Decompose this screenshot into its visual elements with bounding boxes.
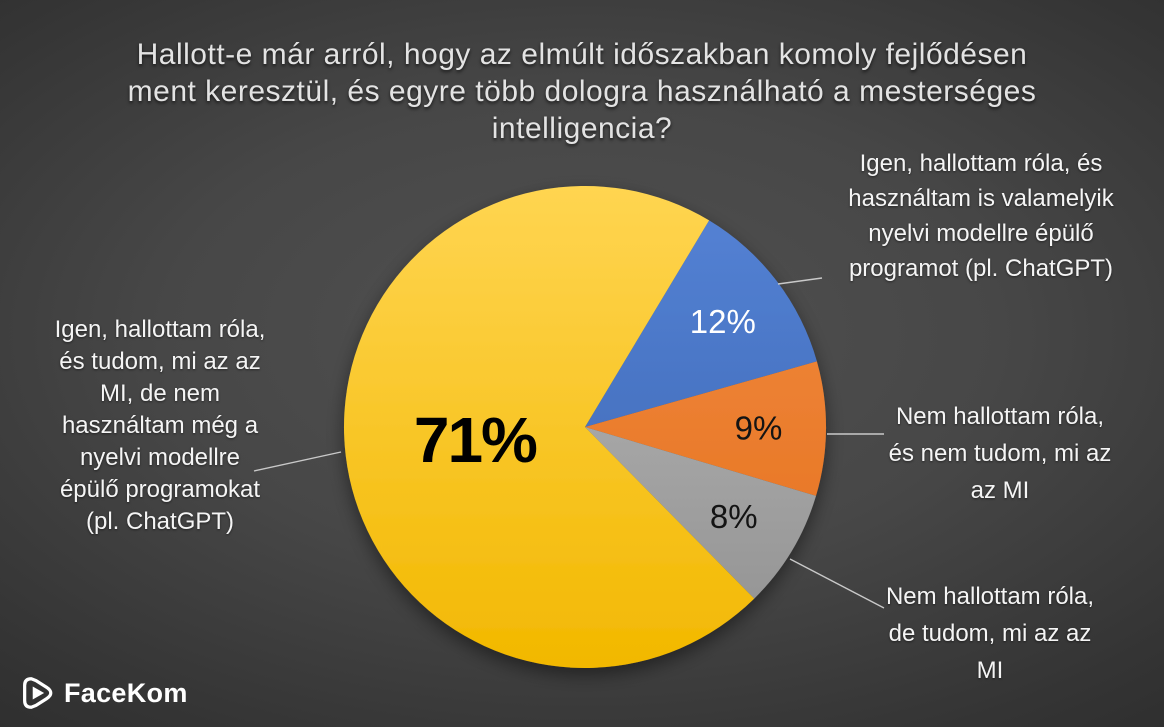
leader-line-heard-and-used — [777, 277, 823, 285]
pct-label-heard-not-used: 71% — [414, 404, 537, 476]
facekom-logo-icon — [23, 677, 53, 709]
callout-heard-not-used: Igen, hallottam róla, és tudom, mi az az… — [54, 316, 266, 535]
leader-line-heard-not-used — [253, 451, 342, 472]
pie-slice-not-heard-but-know — [585, 427, 816, 599]
pie-slice-not-heard-dont-know — [585, 361, 827, 496]
callout-heard-and-used: Igen, hallottam róla, és használtam is v… — [848, 150, 1114, 282]
pct-label-not-heard-but-know: 8% — [710, 498, 758, 535]
pct-label-not-heard-dont-know: 9% — [735, 410, 783, 447]
callout-not-heard-dont-know: Nem hallottam róla, és nem tudom, mi az … — [888, 403, 1112, 504]
facekom-logo-text: FaceKom — [64, 677, 188, 708]
chart-title: Hallott-e már arról, hogy az elmúlt idős… — [127, 38, 1037, 145]
leader-line-not-heard-but-know — [789, 558, 885, 609]
facekom-logo: FaceKom — [18, 673, 188, 713]
pie-slice-heard-and-used — [585, 220, 817, 427]
callout-not-heard-but-know: Nem hallottam róla, de tudom, mi az az M… — [885, 583, 1095, 684]
pie-slice-heard-not-used — [343, 185, 755, 668]
pct-label-heard-and-used: 12% — [690, 303, 756, 340]
